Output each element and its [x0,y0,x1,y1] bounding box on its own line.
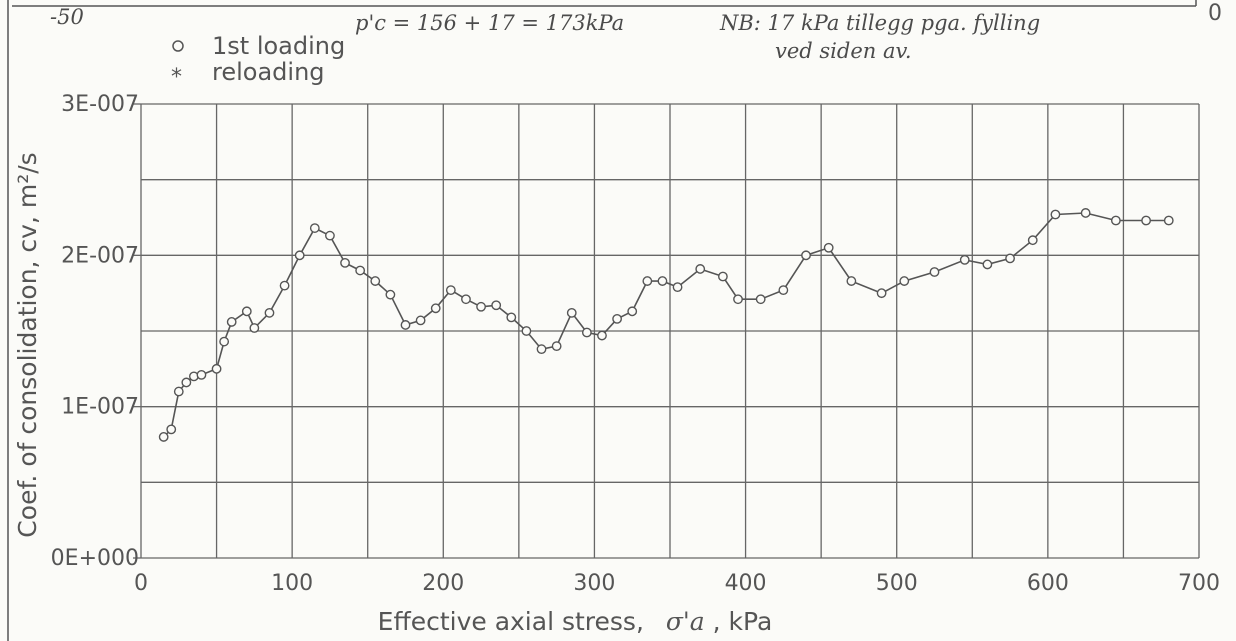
x-tick-label: 200 [422,571,464,596]
data-point [930,268,938,276]
data-point [265,309,273,317]
data-point [779,286,787,294]
data-point [1081,209,1089,217]
data-point [1029,236,1037,244]
data-point [522,327,530,335]
data-point [598,331,606,339]
data-point [628,307,636,315]
data-point [1006,254,1014,262]
legend-label-1st-loading: 1st loading [212,32,345,60]
y-axis-title: Coef. of consolidation, cv, m²/s [13,152,42,537]
data-point [983,260,991,268]
data-point [613,315,621,323]
data-point [877,289,885,297]
data-point [900,277,908,285]
data-point [1142,216,1150,224]
handwritten-note-line1: NB: 17 kPa tillegg pga. fylling [719,11,1040,35]
legend-circle-marker [173,41,183,51]
handwritten-formula: p'c = 156 + 17 = 173kPa [355,11,624,35]
data-point [756,295,764,303]
top-left-label: -50 [50,5,84,29]
data-point [507,313,515,321]
data-point [583,328,591,336]
data-point [492,301,500,309]
data-point [802,251,810,259]
x-tick-label: 100 [271,571,313,596]
legend: 1st loading * reloading [171,32,345,90]
handwritten-note-line2: ved siden av. [775,39,912,63]
data-point [212,365,220,373]
data-point [371,277,379,285]
y-tick-label: 0E+000 [51,546,139,571]
y-tick-label: 3E-007 [61,92,139,117]
data-point [432,304,440,312]
data-point [552,342,560,350]
data-point [673,283,681,291]
x-tick-label: 500 [876,571,918,596]
legend-label-reloading: reloading [212,58,325,86]
data-point [847,277,855,285]
x-tick-label: 600 [1027,571,1069,596]
data-point [825,244,833,252]
x-axis-title-unit: , kPa [713,607,773,636]
data-point [250,324,258,332]
data-point [447,286,455,294]
data-point [296,251,304,259]
data-point [643,277,651,285]
data-point [386,290,394,298]
data-point [1112,216,1120,224]
x-tick-label: 400 [725,571,767,596]
y-tick-label: 1E-007 [61,395,139,420]
x-tick-label: 300 [573,571,615,596]
x-axis-title-symbol: σ'a [666,607,705,636]
data-point [416,316,424,324]
data-point [311,224,319,232]
data-point [182,378,190,386]
data-point [227,318,235,326]
legend-star-marker: * [171,65,182,90]
data-point [356,266,364,274]
right-axis-zero-label: 0 [1208,1,1222,26]
data-point [175,387,183,395]
data-point [734,295,742,303]
data-point [658,277,666,285]
data-point [696,265,704,273]
data-point [159,433,167,441]
data-point [462,295,470,303]
data-point [1165,216,1173,224]
grid [133,104,1199,558]
data-point [961,256,969,264]
data-point [326,231,334,239]
series-line [164,213,1169,437]
upper-chart-remnant [8,0,1196,641]
data-point [341,259,349,267]
x-tick-label: 0 [134,571,148,596]
data-point [167,425,175,433]
data-point [719,272,727,280]
x-tick-label: 700 [1178,571,1220,596]
data-point [568,309,576,317]
data-point [1051,210,1059,218]
data-point [220,337,228,345]
data-point [537,345,545,353]
data-point [280,281,288,289]
data-point [243,307,251,315]
y-tick-label: 2E-007 [61,243,139,268]
x-axis-title-main: Effective axial stress, [378,607,644,636]
x-axis-title: Effective axial stress, σ'a , kPa [378,607,773,636]
data-point [401,321,409,329]
data-point [197,371,205,379]
data-point [477,303,485,311]
